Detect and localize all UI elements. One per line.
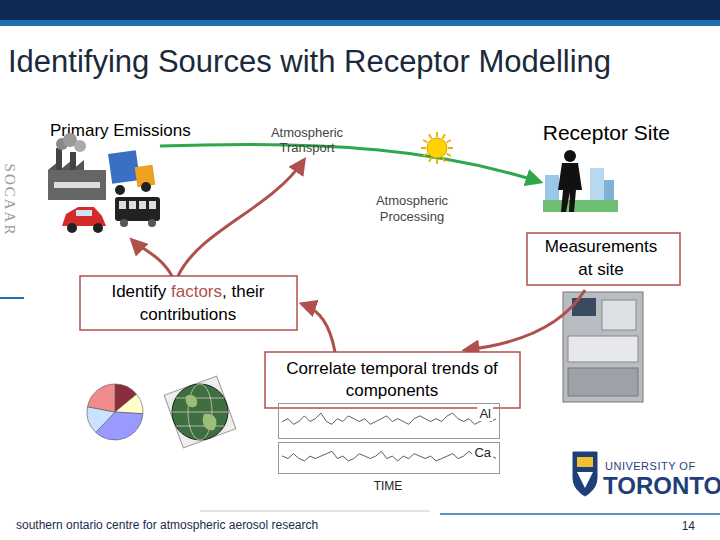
svg-text:components: components — [346, 381, 439, 400]
svg-text:Transport: Transport — [279, 140, 335, 155]
svg-text:Receptor Site: Receptor Site — [543, 121, 670, 144]
svg-text:Measurements: Measurements — [545, 237, 657, 256]
svg-text:TIME: TIME — [374, 479, 403, 493]
svg-text:contributions: contributions — [140, 305, 236, 324]
svg-text:14: 14 — [682, 519, 696, 533]
svg-text:Processing: Processing — [380, 209, 444, 224]
svg-text:southern ontario centre for at: southern ontario centre for atmospheric … — [16, 518, 318, 532]
svg-text:at site: at site — [578, 260, 623, 279]
html-text:Al: Al — [479, 406, 491, 421]
html-text:Ca: Ca — [474, 445, 491, 460]
svg-text:Identify factors, their: Identify factors, their — [111, 282, 264, 301]
svg-text:Atmospheric: Atmospheric — [271, 125, 344, 140]
svg-text:Correlate temporal trends of: Correlate temporal trends of — [286, 359, 498, 378]
svg-text:SOCAAR: SOCAAR — [2, 164, 18, 237]
svg-text:Identifying Sources with Recep: Identifying Sources with Receptor Modell… — [8, 44, 611, 79]
svg-text:UNIVERSITY OF: UNIVERSITY OF — [605, 460, 696, 472]
svg-text:Primary Emissions: Primary Emissions — [50, 121, 191, 140]
svg-text:TORONTO: TORONTO — [603, 472, 720, 499]
svg-text:Atmospheric: Atmospheric — [376, 193, 449, 208]
